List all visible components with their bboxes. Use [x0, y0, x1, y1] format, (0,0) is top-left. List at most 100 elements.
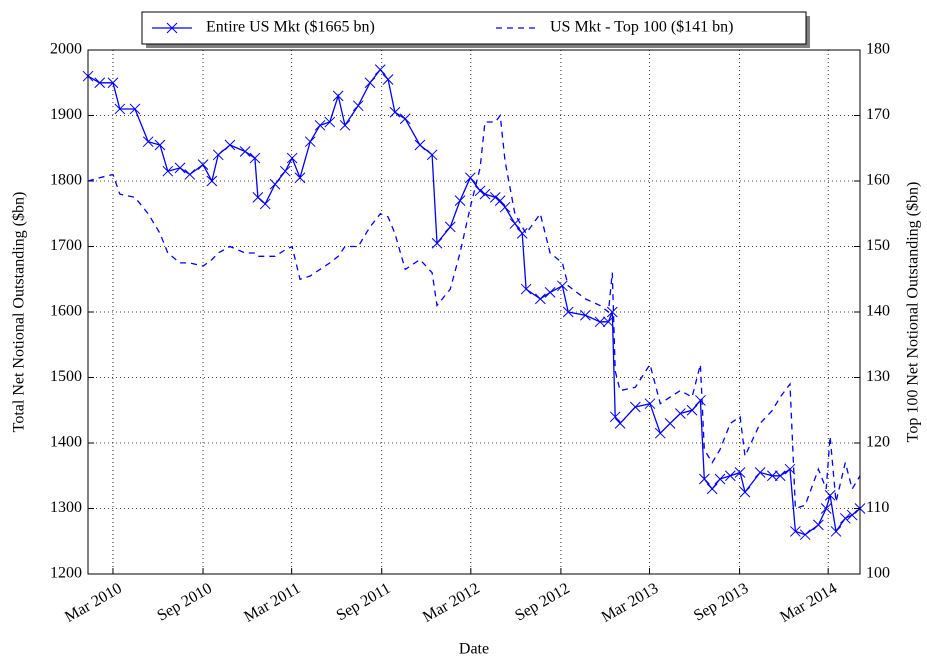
point-marker — [324, 116, 336, 128]
point-marker — [609, 411, 621, 423]
legend-box — [141, 11, 807, 45]
legend-label: US Mkt - Top 100 ($141 bn) — [550, 19, 733, 36]
point-marker — [774, 470, 786, 482]
point-marker — [129, 103, 141, 115]
series-line — [87, 113, 861, 510]
point-marker — [94, 77, 106, 89]
point-marker — [382, 74, 394, 85]
point-marker — [830, 526, 842, 537]
point-marker — [279, 165, 291, 177]
point-marker — [494, 195, 506, 207]
point-marker — [239, 146, 251, 157]
point-marker — [544, 286, 556, 298]
point-marker — [464, 172, 476, 184]
point-marker — [820, 503, 832, 514]
point-marker — [339, 119, 351, 131]
point-marker — [606, 306, 618, 318]
point-marker — [516, 228, 528, 239]
point-marker — [664, 417, 676, 429]
point-marker — [314, 119, 326, 131]
x-tick-label: Sep 2012 — [512, 580, 572, 625]
y2-tick-label: 110 — [866, 499, 889, 516]
x-tick-label: Mar 2010 — [62, 580, 125, 626]
y2-axis-label: Top 100 Net Notional Outstanding ($bn) — [905, 182, 922, 443]
point-marker — [799, 529, 811, 541]
point-marker — [686, 404, 698, 416]
point-marker — [580, 309, 591, 321]
y-tick-label: 1200 — [50, 565, 82, 582]
x-tick-label: Mar 2014 — [777, 580, 840, 626]
point-marker — [790, 526, 801, 537]
point-marker — [629, 401, 641, 413]
point-marker — [695, 395, 706, 406]
point-marker — [479, 188, 491, 200]
y2-tick-label: 150 — [866, 237, 890, 254]
point-marker — [352, 100, 364, 112]
y2-tick-label: 180 — [866, 41, 890, 58]
point-marker — [364, 77, 376, 89]
point-marker — [304, 136, 316, 148]
point-marker — [389, 106, 401, 118]
y-tick-label: 1700 — [50, 237, 82, 254]
y-tick-label: 1600 — [50, 303, 82, 320]
x-tick-label: Mar 2013 — [599, 580, 662, 626]
y2-tick-label: 160 — [866, 172, 890, 189]
point-marker — [107, 77, 119, 89]
point-marker — [739, 486, 751, 498]
point-marker — [259, 198, 271, 210]
point-marker — [724, 470, 736, 482]
point-marker — [174, 162, 186, 174]
point-marker — [444, 221, 456, 233]
point-marker — [603, 316, 614, 328]
legend-label: Entire US Mkt ($1665 bn) — [206, 19, 375, 36]
point-marker — [824, 490, 836, 501]
point-marker — [197, 159, 209, 170]
point-marker — [839, 512, 851, 524]
point-marker — [224, 139, 236, 151]
point-marker — [286, 152, 298, 164]
point-marker — [154, 139, 166, 151]
point-marker — [706, 483, 718, 495]
point-marker — [142, 136, 154, 148]
y-tick-label: 2000 — [50, 41, 82, 58]
point-marker — [206, 175, 218, 187]
y-tick-label: 1400 — [50, 434, 82, 451]
y2-tick-label: 100 — [866, 565, 890, 582]
legend-marker — [166, 22, 178, 34]
point-marker — [557, 280, 568, 292]
point-marker — [714, 473, 726, 485]
point-marker — [294, 172, 306, 184]
point-marker — [454, 195, 466, 207]
x-tick-label: Mar 2011 — [241, 580, 303, 626]
point-marker — [184, 169, 196, 180]
y2-tick-label: 170 — [866, 106, 890, 123]
y-axis-label: Total Net Notional Outstanding ($bn) — [11, 192, 28, 433]
point-marker — [431, 237, 443, 249]
point-marker — [614, 417, 626, 429]
x-tick-label: Sep 2013 — [691, 580, 751, 625]
x-tick-label: Sep 2011 — [334, 580, 394, 624]
y-tick-label: 1800 — [50, 172, 82, 189]
point-marker — [114, 103, 126, 115]
y-tick-label: 1900 — [50, 106, 82, 123]
series-line — [87, 68, 861, 536]
point-marker — [426, 149, 438, 161]
point-marker — [754, 467, 766, 478]
point-marker — [520, 283, 532, 295]
point-marker — [249, 152, 261, 164]
point-marker — [399, 113, 411, 125]
point-marker — [654, 427, 666, 439]
point-marker — [332, 90, 344, 102]
point-marker — [474, 185, 486, 197]
y2-tick-label: 140 — [866, 303, 890, 320]
point-marker — [767, 470, 778, 482]
point-marker — [414, 139, 426, 151]
point-marker — [269, 178, 281, 190]
point-marker — [674, 408, 686, 419]
point-marker — [489, 192, 501, 203]
y2-tick-label: 120 — [866, 434, 890, 451]
point-marker — [212, 149, 224, 161]
point-marker — [499, 201, 511, 213]
point-marker — [162, 165, 174, 177]
